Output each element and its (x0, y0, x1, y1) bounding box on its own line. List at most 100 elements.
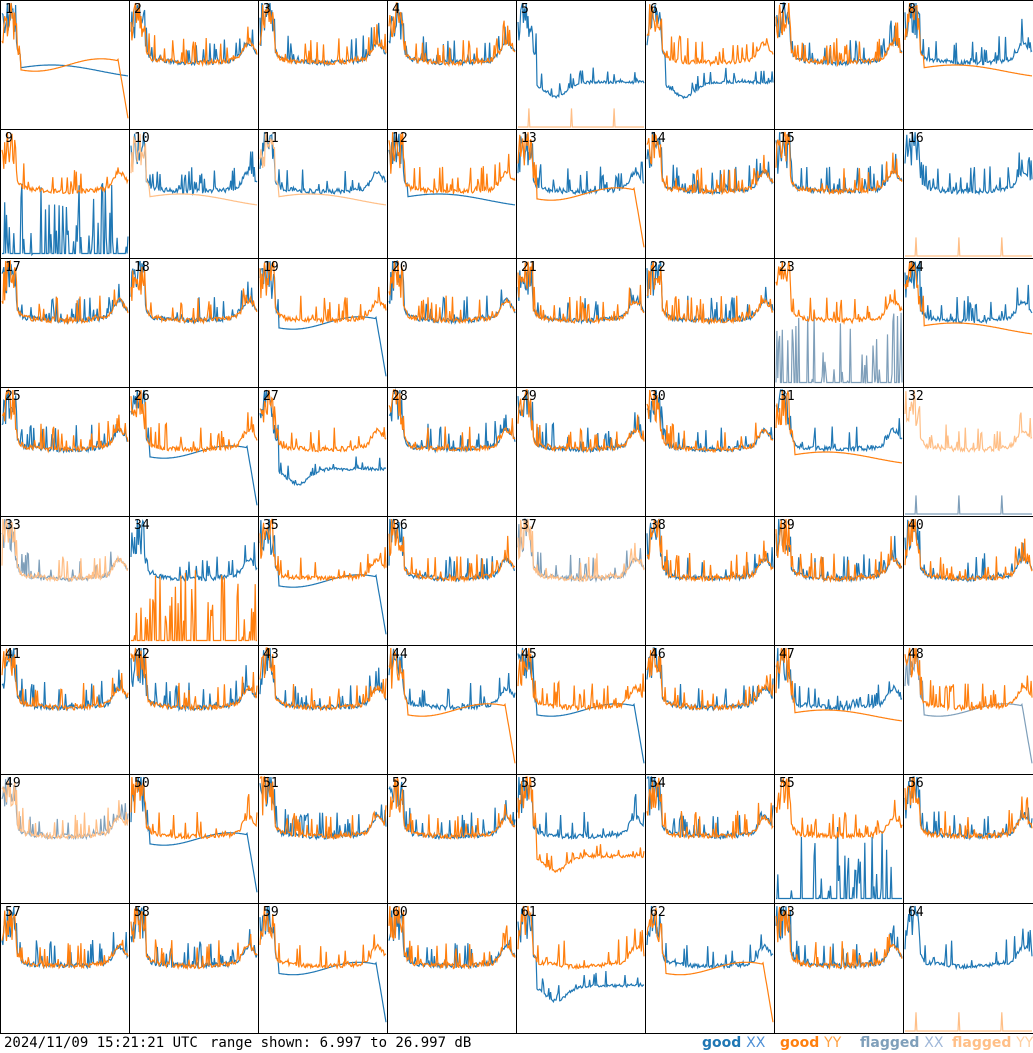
panel-plot-48 (904, 647, 1033, 764)
panel-plot-60 (388, 905, 516, 970)
panel-plot-39 (775, 518, 903, 584)
panel-number-13: 13 (521, 131, 537, 146)
panel-27: 27 (258, 387, 388, 517)
panel-48: 48 (903, 645, 1033, 775)
panel-plot-14 (646, 131, 774, 196)
panel-50: 50 (129, 774, 259, 904)
panel-5: 5 (516, 0, 646, 130)
panel-plot-62 (646, 905, 774, 1023)
panel-number-14: 14 (650, 131, 666, 146)
legend-good-yy: good YY (780, 1035, 841, 1051)
panel-plot-50 (130, 776, 258, 893)
yy-series-53 (517, 776, 645, 874)
panel-number-9: 9 (5, 131, 13, 146)
yy-series-58 (130, 906, 258, 971)
panel-18: 18 (129, 258, 259, 388)
panel-number-32: 32 (908, 389, 924, 404)
xx-series-29 (517, 389, 645, 454)
xx-series-55 (776, 826, 902, 900)
xx-series-2 (130, 2, 258, 67)
xx-series-63 (775, 905, 903, 970)
panel-7: 7 (774, 0, 904, 130)
range-shown: range shown: 6.997 to 26.997 dB (210, 1035, 472, 1051)
panel-29: 29 (516, 387, 646, 517)
panel-number-19: 19 (263, 260, 279, 275)
panel-plot-10 (130, 131, 258, 206)
yy-series-49 (1, 780, 129, 841)
panel-number-52: 52 (392, 776, 408, 791)
panel-42: 42 (129, 645, 259, 775)
panel-54: 54 (645, 774, 775, 904)
panel-plot-17 (1, 260, 129, 325)
yy-series-44 (388, 647, 516, 764)
panel-number-63: 63 (779, 905, 795, 920)
xx-series-62 (646, 905, 774, 970)
xx-series-47 (775, 647, 903, 712)
panel-2: 2 (129, 0, 259, 130)
panel-plot-43 (259, 647, 387, 712)
yy-series-26 (130, 389, 258, 454)
panel-46: 46 (645, 645, 775, 775)
panel-number-28: 28 (392, 389, 408, 404)
panel-number-2: 2 (134, 2, 142, 17)
xx-series-9 (2, 182, 129, 257)
yy-series-7 (775, 2, 903, 67)
panel-plot-25 (1, 388, 129, 454)
xx-series-25 (1, 389, 129, 454)
panel-plot-26 (130, 389, 258, 506)
panel-plot-40 (904, 518, 1033, 583)
yy-series-60 (388, 905, 516, 970)
yy-series-40 (904, 518, 1033, 582)
panel-plot-29 (517, 389, 645, 454)
yy-series-62 (646, 908, 774, 1023)
footer: 2024/11/09 15:21:21 UTC range shown: 6.9… (0, 1033, 1033, 1053)
panel-37: 37 (516, 516, 646, 646)
panel-33: 33 (0, 516, 130, 646)
yy-series-4 (388, 2, 516, 68)
panel-plot-8 (904, 2, 1033, 77)
panel-number-51: 51 (263, 776, 279, 791)
panel-26: 26 (129, 387, 259, 517)
panel-plot-20 (388, 260, 516, 325)
yy-series-6 (646, 4, 774, 67)
xx-series-31 (775, 389, 903, 453)
xx-series-10 (130, 131, 258, 196)
panel-17: 17 (0, 258, 130, 388)
yy-series-3 (259, 4, 387, 66)
panel-number-43: 43 (263, 647, 279, 662)
panel-43: 43 (258, 645, 388, 775)
panel-number-45: 45 (521, 647, 537, 662)
xx-series-15 (775, 131, 903, 195)
yy-series-51 (259, 776, 387, 840)
yy-series-50 (130, 776, 258, 841)
panel-63: 63 (774, 903, 904, 1034)
yy-series-18 (130, 266, 258, 325)
yy-series-31 (775, 389, 903, 464)
yy-series-12 (388, 131, 516, 195)
panel-plot-16 (904, 131, 1033, 257)
legend-flagged-xx-word: flagged (860, 1035, 920, 1051)
panel-60: 60 (387, 903, 517, 1034)
panel-plot-34 (130, 518, 258, 642)
panel-plot-33 (1, 518, 129, 583)
panel-number-62: 62 (650, 905, 666, 920)
panel-38: 38 (645, 516, 775, 646)
yy-series-25 (1, 388, 129, 454)
yy-series-30 (646, 389, 774, 454)
legend-flagged-yy: flagged YY (952, 1035, 1033, 1051)
yy-series-14 (646, 132, 774, 196)
panel-number-25: 25 (5, 389, 21, 404)
panel-31: 31 (774, 387, 904, 517)
panel-number-40: 40 (908, 518, 924, 533)
panel-plot-4 (388, 2, 516, 68)
legend-flagged-xx: flagged XX (860, 1035, 943, 1051)
yy-series-23 (775, 260, 903, 325)
panel-plot-44 (388, 647, 516, 764)
panel-number-47: 47 (779, 647, 795, 662)
yy-series-19 (259, 260, 387, 325)
panel-plot-32 (904, 389, 1033, 515)
panel-number-17: 17 (5, 260, 21, 275)
panel-plot-52 (388, 776, 516, 841)
panel-number-1: 1 (5, 2, 13, 17)
panel-55: 55 (774, 774, 904, 904)
